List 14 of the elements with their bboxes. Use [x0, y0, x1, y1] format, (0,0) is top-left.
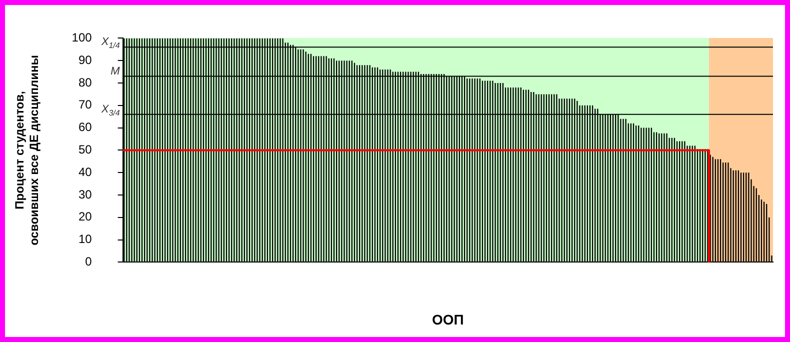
y-tick-label: 40 — [78, 164, 92, 179]
ref-line-label: M — [110, 65, 121, 78]
y-tick-label: 20 — [78, 210, 92, 224]
y-tick-label: 80 — [78, 75, 92, 90]
y-tick-label: 10 — [78, 232, 92, 246]
y-tick-label: 70 — [78, 98, 92, 112]
y-axis-title: Процент студентов, освоивших все ДЕ дисциплины — [12, 55, 41, 246]
y-tick-label: 100 — [72, 30, 92, 45]
y-tick-label: 30 — [78, 187, 92, 202]
y-tick-label: 50 — [78, 142, 92, 157]
y-tick-label: 0 — [85, 254, 92, 269]
x-axis-title: ООП — [432, 311, 464, 328]
y-tick-label: 90 — [78, 52, 92, 67]
y-tick-label: 60 — [78, 120, 92, 134]
